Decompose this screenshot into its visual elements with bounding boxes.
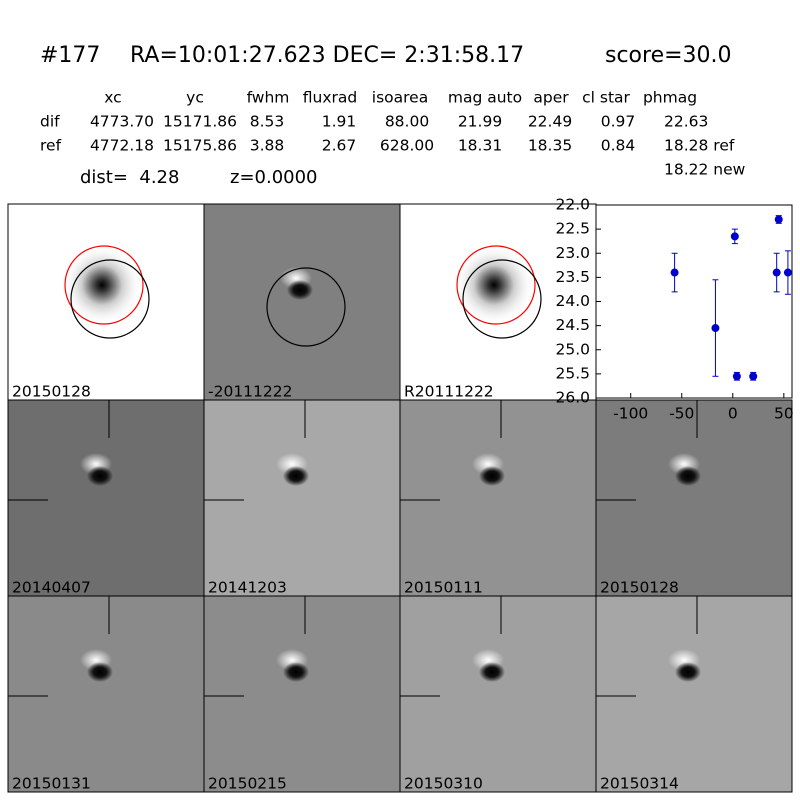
- column-header: xc: [104, 89, 121, 107]
- object-id: #177: [40, 43, 100, 68]
- stamp-label: -20111222: [208, 383, 293, 401]
- coordinates: RA=10:01:27.623 DEC= 2:31:58.17: [130, 43, 524, 68]
- data-point: [670, 268, 679, 277]
- stamp: [399, 399, 597, 597]
- table-cell: 21.99: [458, 113, 502, 131]
- stamp: [203, 203, 401, 401]
- data-point: [732, 372, 741, 381]
- data-point: [774, 215, 783, 224]
- table-cell: 628.00: [380, 137, 434, 155]
- column-header: isoarea: [372, 89, 428, 107]
- stamp-label: 20150131: [12, 775, 91, 793]
- aperture: [462, 259, 542, 339]
- aperture: [70, 259, 150, 339]
- column-header: cl star: [582, 89, 630, 107]
- aperture-ref: [456, 245, 536, 325]
- stamp-label: 20150128: [600, 579, 679, 597]
- stamp-label: 20141203: [208, 579, 287, 597]
- table-cell: 1.91: [322, 113, 357, 131]
- column-header: mag auto: [448, 89, 522, 107]
- negative-lobe: [675, 662, 701, 682]
- negative-lobe: [283, 662, 309, 682]
- negative-lobe: [479, 466, 505, 486]
- row-label: ref: [40, 137, 62, 155]
- stamp-label: 20150128: [12, 383, 91, 401]
- column-header: yc: [186, 89, 204, 107]
- negative-lobe: [87, 466, 113, 486]
- column-header: aper: [533, 89, 569, 107]
- table-cell: 18.35: [528, 137, 572, 155]
- table-note: 18.22 new: [664, 161, 746, 179]
- y-tick-label: 22.0: [555, 196, 590, 214]
- stamp-label: 20150314: [600, 775, 679, 793]
- column-header: fwhm: [247, 89, 290, 107]
- table-cell: 2.67: [322, 137, 357, 155]
- y-tick-label: 26.0: [555, 389, 590, 407]
- source: [454, 245, 534, 325]
- x-tick-label: -100: [613, 405, 648, 423]
- column-header: fluxrad: [303, 89, 357, 107]
- stamp-label: R20111222: [404, 383, 494, 401]
- negative-lobe: [675, 466, 701, 486]
- stamp: [7, 399, 205, 597]
- redshift: z=0.0000: [230, 167, 318, 188]
- data-point: [749, 372, 758, 381]
- stamp: [7, 595, 205, 793]
- stamp-label: 20140407: [12, 579, 91, 597]
- table-cell: 4772.18: [90, 137, 154, 155]
- table-cell: 18.28 ref: [664, 137, 735, 155]
- stamp: [203, 595, 401, 793]
- data-point: [711, 324, 720, 333]
- source: [62, 245, 142, 325]
- stamp: [595, 399, 793, 597]
- y-tick-label: 25.0: [555, 340, 590, 358]
- y-tick-label: 22.5: [555, 220, 590, 238]
- negative-lobe: [479, 662, 505, 682]
- aperture-ref: [64, 245, 144, 325]
- table-cell: 8.53: [250, 113, 285, 131]
- table-cell: 15171.86: [163, 113, 237, 131]
- score: score=30.0: [605, 43, 732, 68]
- negative-lobe: [283, 466, 309, 486]
- y-tick-label: 25.5: [555, 364, 590, 382]
- plot-area: [595, 204, 793, 399]
- distance: dist= 4.28: [80, 167, 179, 188]
- y-tick-label: 23.5: [555, 268, 590, 286]
- stamp-label: 20150111: [404, 579, 483, 597]
- table-cell: 15175.86: [163, 137, 237, 155]
- stamp-label: 20150215: [208, 775, 287, 793]
- table-cell: 88.00: [385, 113, 429, 131]
- stamp-label: 20150310: [404, 775, 483, 793]
- table-cell: 18.31: [458, 137, 502, 155]
- table-cell: 0.84: [601, 137, 636, 155]
- y-tick-label: 23.0: [555, 244, 590, 262]
- data-point: [772, 268, 781, 277]
- x-tick-label: -50: [669, 405, 694, 423]
- table-cell: 22.49: [528, 113, 572, 131]
- table-cell: 4773.70: [90, 113, 154, 131]
- negative-lobe: [287, 280, 313, 300]
- table-cell: 22.63: [664, 113, 708, 131]
- table-cell: 0.97: [601, 113, 636, 131]
- row-label: dif: [40, 113, 60, 131]
- column-header: phmag: [643, 89, 697, 107]
- stamp: [595, 595, 793, 793]
- y-tick-label: 24.0: [555, 292, 590, 310]
- x-tick-label: 50: [774, 405, 794, 423]
- negative-lobe: [87, 662, 113, 682]
- aperture: [266, 267, 346, 347]
- data-point: [783, 268, 792, 277]
- x-tick-label: 0: [728, 405, 738, 423]
- stamp: [399, 595, 597, 793]
- stamp: [203, 399, 401, 597]
- table-cell: 3.88: [250, 137, 285, 155]
- data-point: [730, 232, 739, 241]
- y-tick-label: 24.5: [555, 316, 590, 334]
